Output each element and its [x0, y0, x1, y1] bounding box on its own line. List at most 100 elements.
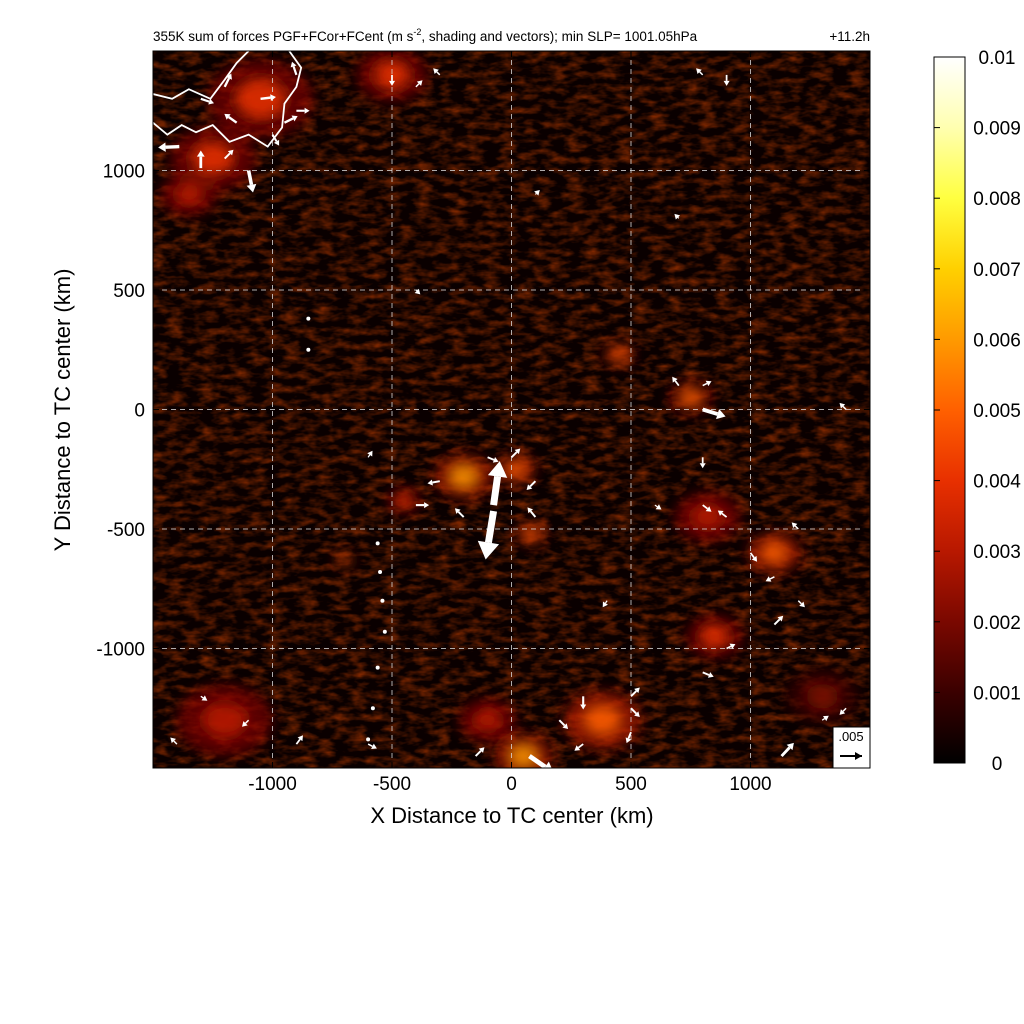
- point-marker: [380, 598, 385, 603]
- vector-shaft: [510, 451, 518, 458]
- vector-head: [786, 742, 794, 751]
- vector-head: [534, 190, 540, 196]
- heat-core: [396, 494, 412, 507]
- x-axis-title: X Distance to TC center (km): [370, 803, 653, 828]
- vector-head: [822, 715, 829, 722]
- vector-head: [424, 502, 430, 509]
- colorbar: 0 0.001 0.002 0.003 0.004 0.005 0.006 0.007 0.00…: [933, 48, 1021, 775]
- vector-head: [839, 709, 846, 715]
- vector-shaft: [821, 718, 825, 721]
- vector-head: [414, 288, 421, 295]
- vector-head: [196, 150, 205, 157]
- vector-shaft: [528, 754, 547, 768]
- force-vector: [696, 68, 704, 76]
- vector-shaft: [271, 134, 278, 142]
- heat-core: [193, 143, 233, 174]
- point-marker: [370, 706, 375, 711]
- vector-head: [777, 615, 784, 622]
- y-tick-label: -1000: [96, 640, 145, 661]
- vector-head: [716, 409, 726, 420]
- vector-head: [158, 142, 166, 152]
- force-vector: [780, 742, 794, 758]
- x-tick-label: -1000: [248, 774, 297, 795]
- force-vector: [487, 461, 508, 506]
- vector-head: [634, 687, 640, 694]
- vector-head: [580, 704, 587, 710]
- force-vector: [625, 731, 632, 744]
- force-vector: [474, 747, 485, 757]
- force-vector: [526, 480, 537, 490]
- vector-shaft: [558, 719, 566, 727]
- force-vectors: [158, 61, 847, 768]
- vector-shaft: [223, 152, 231, 160]
- vector-shaft: [630, 690, 637, 697]
- vector-head: [765, 576, 772, 582]
- vector-head: [304, 107, 310, 114]
- heat-core: [474, 710, 501, 731]
- vector-shaft: [797, 600, 802, 605]
- vector-shaft: [295, 738, 301, 745]
- vector-head: [273, 139, 280, 146]
- vector-head: [270, 94, 276, 102]
- vector-head: [514, 448, 521, 455]
- heat-core: [510, 746, 537, 767]
- force-vector: [271, 134, 280, 146]
- force-vector: [415, 80, 423, 88]
- vector-shaft: [534, 193, 537, 195]
- force-vector: [574, 743, 584, 751]
- vector-shaft: [769, 576, 775, 580]
- reference-vector-key: .005: [832, 726, 871, 769]
- force-vector: [702, 671, 714, 678]
- x-axis: -1000 -500 0 500 1000: [248, 51, 772, 795]
- vector-shaft: [780, 746, 791, 758]
- colorbar-tick-label: 0: [992, 754, 1003, 775]
- vector-head: [291, 115, 298, 122]
- force-vector: [528, 754, 552, 768]
- grid-lines: [153, 51, 870, 768]
- force-vector: [414, 288, 421, 295]
- vector-head: [227, 149, 234, 156]
- vector-head: [799, 601, 805, 608]
- vector-head: [699, 463, 706, 469]
- force-vector: [246, 170, 257, 193]
- force-vector: [487, 456, 499, 463]
- point-marker: [306, 316, 311, 321]
- force-vector: [223, 73, 232, 88]
- force-vector: [242, 719, 250, 727]
- point-marker: [382, 629, 387, 634]
- vector-shaft: [283, 117, 294, 124]
- force-vector: [200, 695, 208, 701]
- heat-core: [203, 703, 247, 737]
- vector-shaft: [223, 77, 231, 88]
- vector-shaft: [367, 454, 371, 458]
- force-vector: [580, 696, 587, 710]
- vector-head: [729, 643, 736, 650]
- texture-field: [153, 51, 870, 768]
- vector-head: [478, 747, 485, 753]
- vector-shaft: [200, 97, 210, 103]
- vector-shaft: [457, 511, 465, 518]
- heat-core: [806, 683, 839, 709]
- vector-shaft: [773, 618, 781, 626]
- point-markers: [306, 316, 387, 742]
- vector-head: [492, 457, 499, 463]
- vector-head: [717, 510, 724, 516]
- colorbar-tick-label: 0.009: [973, 119, 1021, 140]
- colorbar-tick-label: 0.003: [973, 542, 1021, 563]
- vector-shaft: [702, 382, 708, 387]
- vector-head: [427, 479, 433, 486]
- coastline-path: [153, 51, 303, 148]
- vector-shaft: [432, 480, 440, 484]
- vector-head: [751, 555, 758, 562]
- vector-head: [297, 735, 303, 742]
- force-vector: [510, 448, 521, 458]
- plot-title: 355K sum of forces PGF+FCor+FCent (m s-2…: [153, 27, 698, 44]
- vector-shaft: [702, 407, 719, 416]
- force-vector: [839, 402, 847, 411]
- colorbar-ticks: 0 0.001 0.002 0.003 0.004 0.005 0.006 0.007 0.00…: [934, 48, 1021, 775]
- force-vector: [717, 510, 728, 518]
- vector-shaft: [292, 66, 298, 76]
- force-vector: [773, 615, 784, 626]
- vector-shaft: [721, 512, 728, 518]
